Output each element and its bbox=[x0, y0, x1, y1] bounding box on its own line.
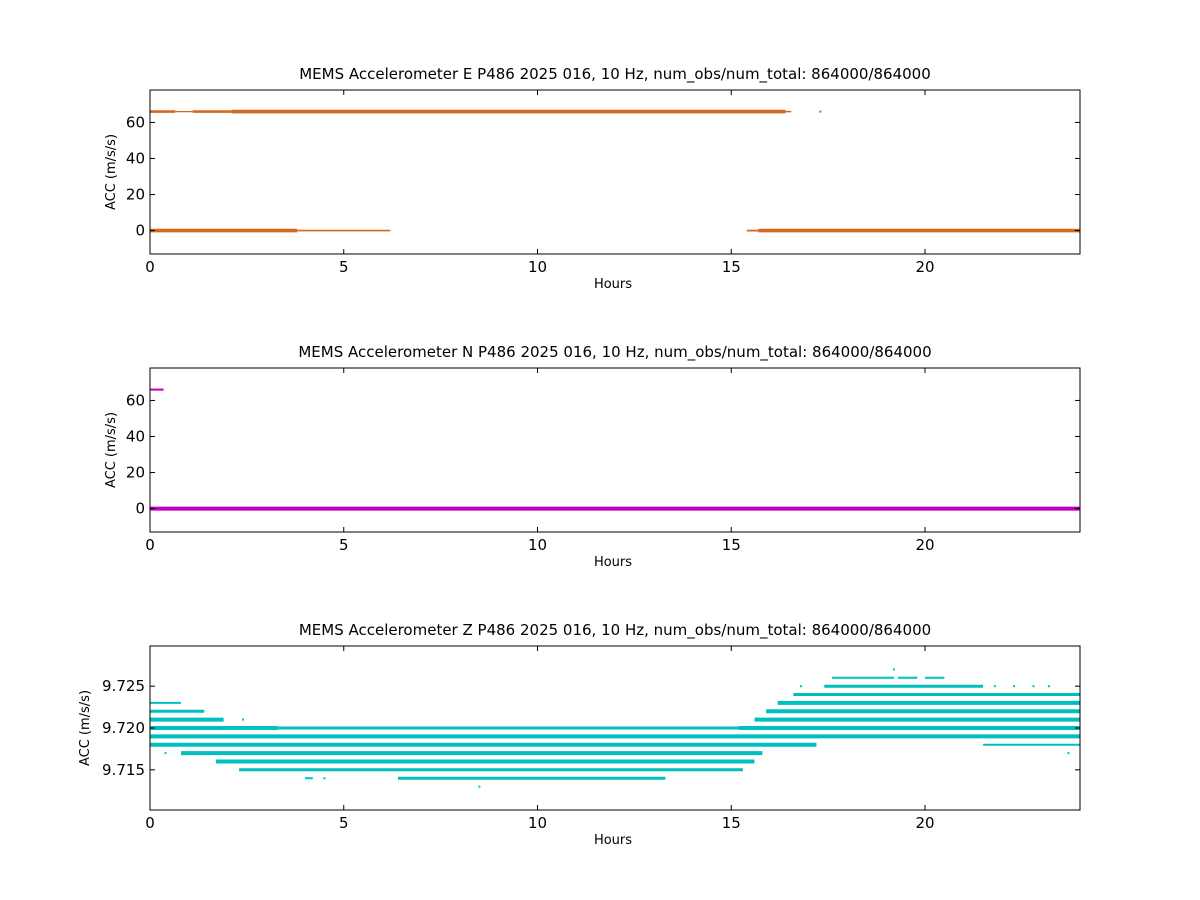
series-level-10 bbox=[164, 751, 1070, 756]
x-tick-label: 5 bbox=[339, 814, 349, 832]
plot-frame bbox=[149, 367, 1081, 533]
data-point-0 bbox=[323, 777, 326, 780]
plot-frame bbox=[149, 89, 1081, 255]
data-point-0 bbox=[893, 668, 895, 671]
x-tick-label: 0 bbox=[145, 258, 155, 276]
x-tick-label: 0 bbox=[145, 814, 155, 832]
data-point-1 bbox=[1067, 752, 1070, 755]
x-axis-label: Hours bbox=[594, 555, 632, 570]
plot-area bbox=[150, 668, 1080, 788]
x-tick-label: 5 bbox=[339, 258, 349, 276]
x-tick-label: 20 bbox=[915, 258, 934, 276]
panel-e: MEMS Accelerometer E P486 2025 016, 10 H… bbox=[104, 65, 1081, 292]
x-tick-label: 10 bbox=[528, 814, 547, 832]
y-axis-label: ACC (m/s/s) bbox=[104, 412, 119, 488]
data-point-4 bbox=[1048, 685, 1050, 688]
chart-title: MEMS Accelerometer N P486 2025 016, 10 H… bbox=[298, 343, 931, 362]
chart-title: MEMS Accelerometer E P486 2025 016, 10 H… bbox=[299, 65, 931, 84]
x-axis-label: Hours bbox=[594, 277, 632, 292]
data-point-0 bbox=[819, 110, 822, 113]
data-point-2 bbox=[1013, 685, 1016, 688]
x-tick-label: 20 bbox=[915, 536, 934, 554]
y-tick-label: 60 bbox=[126, 391, 145, 409]
y-tick-label: 0 bbox=[135, 222, 145, 240]
y-tick-label: 20 bbox=[126, 186, 145, 204]
data-point-0 bbox=[164, 752, 167, 755]
y-tick-label: 40 bbox=[126, 427, 145, 445]
plot-area bbox=[150, 388, 1080, 511]
series-level-2 bbox=[800, 684, 1050, 688]
data-point-3 bbox=[1032, 685, 1035, 688]
y-axis-label: ACC (m/s/s) bbox=[78, 690, 93, 766]
axis-ticks: 0 5 10 15 20 9.715 9.720 9.725 bbox=[102, 646, 1080, 832]
y-tick-label: 0 bbox=[135, 500, 145, 518]
y-tick-label: 20 bbox=[126, 464, 145, 482]
series-level-0 bbox=[150, 109, 822, 114]
chart-title: MEMS Accelerometer Z P486 2025 016, 10 H… bbox=[299, 621, 931, 640]
x-tick-label: 5 bbox=[339, 536, 349, 554]
x-tick-label: 15 bbox=[722, 258, 741, 276]
y-tick-label: 40 bbox=[126, 149, 145, 167]
y-tick-label: 9.720 bbox=[102, 719, 145, 737]
axis-ticks: 0 5 10 15 20 0 20 40 60 bbox=[126, 90, 1080, 276]
panel-z: MEMS Accelerometer Z P486 2025 016, 10 H… bbox=[78, 621, 1081, 848]
plot-area bbox=[150, 109, 1080, 233]
series-level-0 bbox=[893, 668, 895, 671]
panel-n: MEMS Accelerometer N P486 2025 016, 10 H… bbox=[104, 343, 1081, 570]
y-tick-label: 9.715 bbox=[102, 761, 145, 779]
x-axis-label: Hours bbox=[594, 833, 632, 848]
x-tick-label: 10 bbox=[528, 258, 547, 276]
data-point-1 bbox=[993, 685, 996, 688]
x-tick-label: 20 bbox=[915, 814, 934, 832]
series-level-13 bbox=[305, 776, 666, 780]
data-point-0 bbox=[242, 718, 244, 721]
data-point-0 bbox=[478, 785, 481, 788]
y-tick-label: 60 bbox=[126, 113, 145, 131]
x-tick-label: 15 bbox=[722, 814, 741, 832]
y-tick-label: 9.725 bbox=[102, 677, 145, 695]
data-point-0 bbox=[800, 685, 802, 688]
series-level-6 bbox=[150, 717, 1080, 722]
series-level-14 bbox=[478, 785, 481, 788]
y-axis-label: ACC (m/s/s) bbox=[104, 134, 119, 210]
x-tick-label: 15 bbox=[722, 536, 741, 554]
axis-ticks: 0 5 10 15 20 0 20 40 60 bbox=[126, 368, 1080, 554]
x-tick-label: 10 bbox=[528, 536, 547, 554]
x-tick-label: 0 bbox=[145, 536, 155, 554]
